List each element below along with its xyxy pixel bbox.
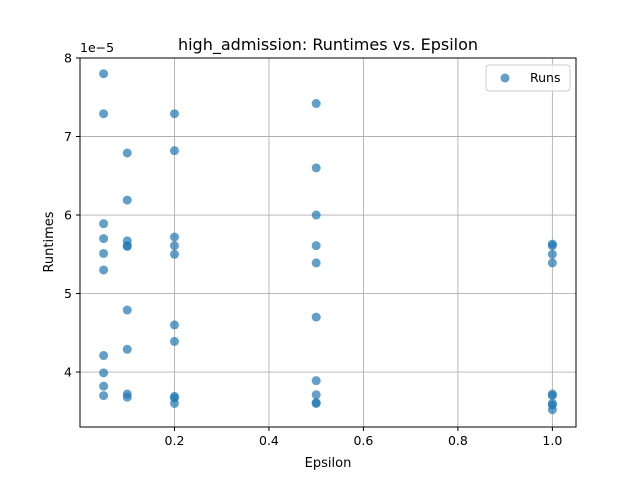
data-point: [311, 398, 321, 408]
data-point: [122, 148, 132, 158]
data-point: [311, 163, 321, 173]
data-point: [311, 390, 321, 400]
x-tick-label: 0.4: [259, 433, 279, 448]
y-axis-label: Runtimes: [42, 211, 57, 272]
data-point: [311, 210, 321, 220]
x-tick-label: 1.0: [542, 433, 562, 448]
data-point: [547, 391, 557, 401]
legend-box: [485, 64, 571, 92]
y-tick-label: 8: [64, 51, 72, 66]
data-point: [169, 398, 179, 408]
data-point: [547, 405, 557, 415]
data-point: [169, 232, 179, 242]
data-point: [99, 109, 109, 119]
x-axis-label: Epsilon: [305, 456, 352, 471]
data-point: [99, 265, 109, 275]
data-point: [122, 195, 132, 205]
data-points: [99, 69, 557, 415]
data-point: [311, 312, 321, 322]
data-point: [169, 320, 179, 330]
data-point: [311, 99, 321, 109]
legend-marker: [500, 73, 510, 83]
data-point: [169, 249, 179, 259]
y-tick-label: 4: [64, 365, 72, 380]
data-point: [99, 381, 109, 391]
data-point: [99, 351, 109, 361]
data-point: [311, 376, 321, 386]
x-tick-label: 0.2: [165, 433, 185, 448]
x-tick-label: 0.6: [353, 433, 373, 448]
data-point: [99, 69, 109, 79]
data-point: [547, 258, 557, 268]
y-tick-label: 6: [64, 208, 72, 223]
data-point: [122, 305, 132, 315]
data-point: [169, 146, 179, 156]
legend: Runs: [485, 64, 571, 92]
axis-ticks: 0.2 0.4 0.6 0.8 1.0 4 5 6 7 8: [64, 51, 562, 449]
x-tick-label: 0.8: [448, 433, 468, 448]
data-point: [99, 391, 109, 401]
plot-frame: [79, 57, 577, 428]
data-point: [122, 344, 132, 354]
data-point: [99, 219, 109, 229]
data-point: [547, 241, 557, 251]
data-point: [169, 109, 179, 119]
data-point: [122, 392, 132, 402]
data-point: [547, 249, 557, 259]
data-point: [122, 241, 132, 251]
legend-label-runs: Runs: [530, 70, 560, 85]
y-tick-label: 7: [64, 129, 72, 144]
data-point: [311, 258, 321, 268]
y-scale-offset-label: 1e−5: [80, 40, 114, 55]
data-point: [169, 241, 179, 251]
data-point: [99, 234, 109, 244]
y-tick-label: 5: [64, 286, 72, 301]
chart-title: high_admission: Runtimes vs. Epsilon: [178, 35, 478, 55]
data-point: [99, 368, 109, 378]
data-point: [99, 248, 109, 258]
data-point: [311, 241, 321, 251]
data-point: [169, 336, 179, 346]
